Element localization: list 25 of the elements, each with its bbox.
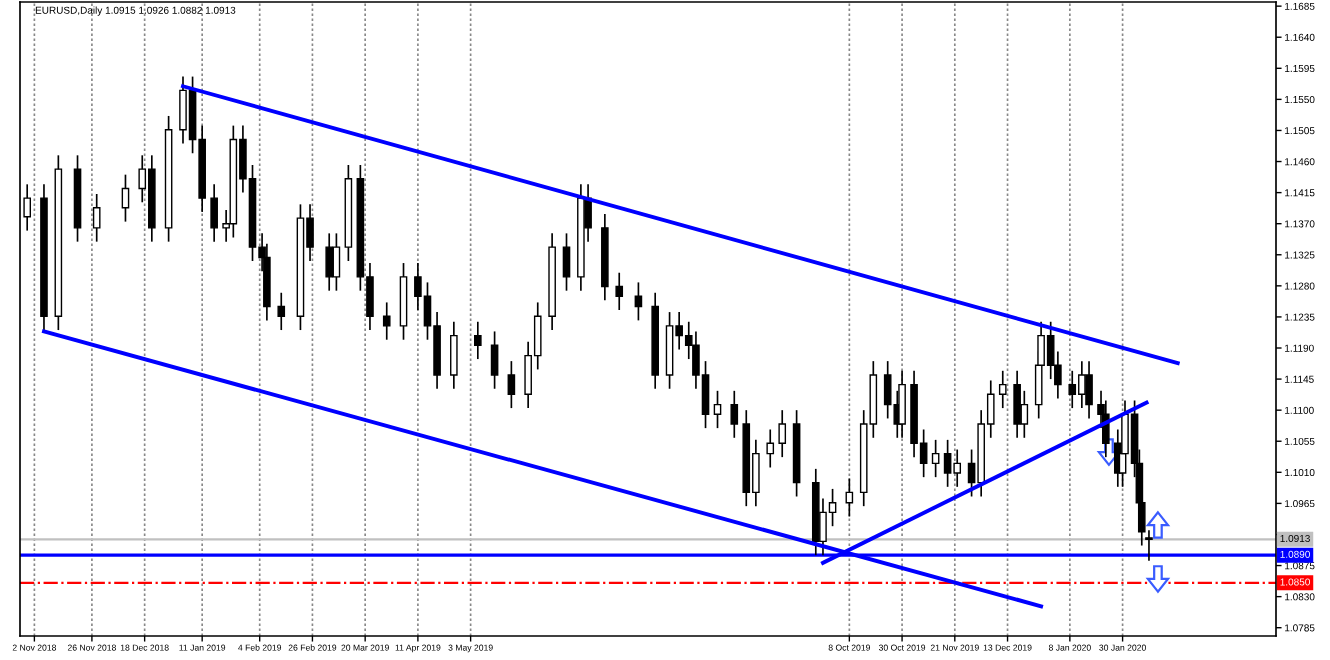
candlestick xyxy=(931,439,940,478)
candlestick xyxy=(1013,369,1021,439)
candlestick xyxy=(713,389,722,429)
candlestick xyxy=(210,183,218,243)
candlestick xyxy=(121,173,130,223)
candlestick xyxy=(490,330,499,390)
candlestick xyxy=(1068,369,1077,409)
candlestick xyxy=(325,232,334,292)
candlestick xyxy=(277,291,286,331)
candlestick xyxy=(507,360,516,409)
candlestick xyxy=(778,409,787,458)
candlestick xyxy=(898,369,906,439)
candlestick xyxy=(998,369,1007,409)
candlestick xyxy=(474,320,482,360)
candlestick xyxy=(1020,389,1029,439)
candlestick xyxy=(766,428,775,469)
candlestick xyxy=(92,193,101,243)
candlestick xyxy=(332,232,341,292)
candlestick xyxy=(450,320,458,390)
candlestick xyxy=(730,389,739,439)
candlestick xyxy=(615,271,624,311)
candlestick xyxy=(883,360,892,420)
candlestick xyxy=(562,232,571,292)
candlestick xyxy=(1085,360,1093,420)
candlestick xyxy=(382,301,391,341)
